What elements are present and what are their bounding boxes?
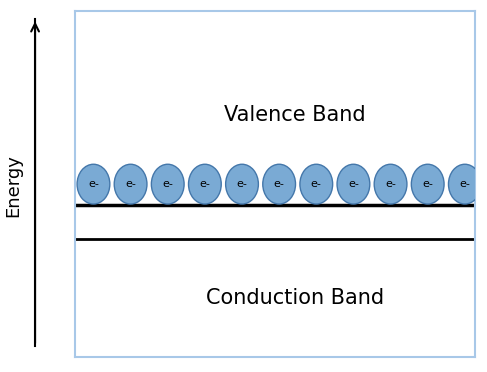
Text: e-: e-	[459, 179, 470, 189]
Text: e-: e-	[88, 179, 99, 189]
Text: e-: e-	[125, 179, 136, 189]
Ellipse shape	[188, 164, 221, 204]
Ellipse shape	[151, 164, 184, 204]
Ellipse shape	[225, 164, 259, 204]
Text: Conduction Band: Conduction Band	[206, 288, 384, 308]
Text: e-: e-	[348, 179, 359, 189]
Text: e-: e-	[422, 179, 433, 189]
Ellipse shape	[77, 164, 110, 204]
Text: e-: e-	[200, 179, 210, 189]
Ellipse shape	[449, 164, 481, 204]
Text: e-: e-	[237, 179, 247, 189]
Ellipse shape	[412, 164, 444, 204]
Ellipse shape	[263, 164, 296, 204]
Text: Valence Band: Valence Band	[225, 105, 366, 125]
Text: Energy: Energy	[5, 154, 22, 218]
Text: e-: e-	[385, 179, 396, 189]
Ellipse shape	[374, 164, 407, 204]
Text: e-: e-	[311, 179, 322, 189]
Text: e-: e-	[162, 179, 173, 189]
Text: e-: e-	[274, 179, 284, 189]
Ellipse shape	[337, 164, 370, 204]
Ellipse shape	[300, 164, 333, 204]
Ellipse shape	[114, 164, 147, 204]
